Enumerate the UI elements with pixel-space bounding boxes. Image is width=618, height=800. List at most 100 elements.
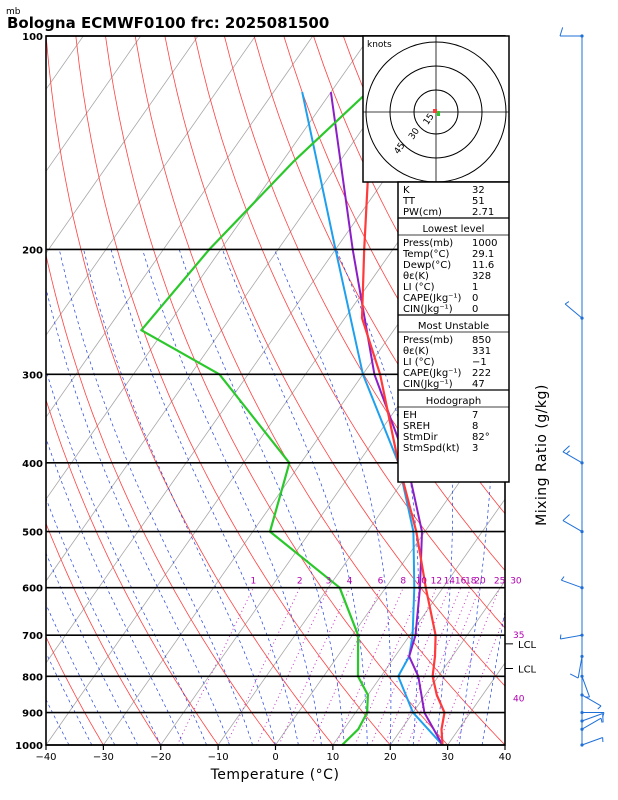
mixing-ratio-label: 2 bbox=[297, 577, 303, 587]
wind-barb-column bbox=[559, 27, 605, 747]
isotherm-line bbox=[46, 36, 371, 500]
pressure-tick-label: 1000 bbox=[15, 741, 43, 752]
x-tick-label: 0 bbox=[272, 752, 278, 763]
isotherm-line bbox=[46, 36, 142, 172]
table-label: CAPE(Jkg⁻¹) bbox=[403, 293, 461, 304]
pressure-tick-label: 700 bbox=[22, 631, 43, 642]
wind-barb-feather bbox=[560, 576, 565, 581]
wind-barb-feather bbox=[562, 514, 570, 521]
dry-adiabat-line bbox=[134, 36, 505, 745]
hodograph-trace bbox=[433, 109, 437, 113]
moist-adiabat-line bbox=[46, 286, 230, 745]
mixing-ratio-label: 12 bbox=[431, 577, 442, 587]
mixing-ratio-label: 14 bbox=[444, 577, 456, 587]
pressure-tick-label: 400 bbox=[22, 459, 43, 470]
dry-adiabat-line bbox=[46, 36, 334, 745]
wind-barb-shaft bbox=[577, 656, 583, 679]
table-section-header: Lowest level bbox=[423, 224, 485, 235]
dry-adiabat-line bbox=[194, 36, 505, 629]
table-value: 32 bbox=[472, 185, 485, 196]
mixing-ratio-line bbox=[311, 587, 382, 745]
wind-barb-feather bbox=[559, 27, 564, 37]
table-value: 51 bbox=[472, 196, 485, 207]
wind-barb-shaft bbox=[581, 676, 590, 698]
x-tick-label: −10 bbox=[208, 752, 229, 763]
moist-adiabat-line bbox=[46, 603, 116, 745]
hodograph-units-label: knots bbox=[367, 40, 392, 50]
mixing-ratio-line bbox=[176, 587, 254, 745]
dry-adiabat-line bbox=[491, 36, 505, 63]
x-axis-label: Temperature (°C) bbox=[210, 767, 340, 783]
hodograph-trace bbox=[437, 111, 440, 116]
table-label: LI (°C) bbox=[403, 282, 435, 293]
wind-barb-feather bbox=[600, 718, 603, 723]
moist-adiabat-line bbox=[46, 497, 162, 745]
mixing-ratio-label: 10 bbox=[416, 577, 428, 587]
table-value: 222 bbox=[472, 368, 491, 379]
mixing-ratio-label: 20 bbox=[474, 577, 486, 587]
moist-adiabat-line bbox=[46, 651, 93, 745]
wind-barb-feather bbox=[602, 712, 605, 718]
mixing-ratio-label: 8 bbox=[400, 577, 406, 587]
table-label: θε(K) bbox=[403, 271, 429, 282]
table-section-header: Most Unstable bbox=[418, 321, 489, 332]
wind-barb-shaft bbox=[581, 694, 602, 707]
x-tick-label: 40 bbox=[499, 752, 512, 763]
dry-adiabat-line bbox=[46, 522, 162, 745]
isotherm-line bbox=[389, 580, 505, 745]
pressure-tick-label: 600 bbox=[22, 584, 43, 595]
isotherm-line bbox=[46, 36, 199, 254]
x-tick-label: 20 bbox=[384, 752, 397, 763]
table-value: 7 bbox=[472, 410, 478, 421]
mixing-ratio-line bbox=[278, 587, 351, 745]
x-tick-label: −40 bbox=[35, 752, 56, 763]
table-value: 331 bbox=[472, 346, 491, 357]
table-value: 850 bbox=[472, 335, 491, 346]
wind-barb-feather bbox=[559, 634, 562, 640]
axis-labels: −40 −30 −20 −10 0 10 20 30 401002003004005006007… bbox=[15, 32, 536, 763]
moist-adiabat-line bbox=[178, 249, 345, 745]
table-value: 0 bbox=[472, 304, 478, 315]
table-value: 2.71 bbox=[472, 207, 494, 218]
table-value: 328 bbox=[472, 271, 491, 282]
pressure-tick-label: 200 bbox=[22, 245, 43, 256]
wind-barb-shaft bbox=[562, 451, 583, 464]
mixing-ratio-line bbox=[455, 614, 505, 745]
table-value: 1 bbox=[472, 282, 478, 293]
table-value: 3 bbox=[472, 443, 478, 454]
x-tick-label: 10 bbox=[327, 752, 340, 763]
x-tick-label: −30 bbox=[93, 752, 114, 763]
table-label: TT bbox=[402, 196, 416, 207]
isotherm-line bbox=[103, 170, 505, 745]
wind-barb-shaft bbox=[562, 520, 583, 533]
mixing-ratio-label: 3 bbox=[326, 577, 332, 587]
table-value: −1 bbox=[472, 357, 487, 368]
pressure-tick-label: 900 bbox=[22, 709, 43, 720]
pressure-tick-label: 500 bbox=[22, 528, 43, 539]
mixing-ratio-label: 16 bbox=[455, 577, 467, 587]
table-label: Press(mb) bbox=[403, 238, 453, 249]
isotherm-line bbox=[46, 36, 256, 336]
lcl-label: LCL bbox=[518, 640, 537, 651]
dry-adiabat-line bbox=[46, 253, 276, 745]
background-lines bbox=[46, 36, 618, 745]
x-tick-label: −20 bbox=[150, 752, 171, 763]
isotherm-line bbox=[562, 36, 618, 745]
mixing-ratio-line bbox=[256, 587, 329, 745]
wind-barb-shaft bbox=[581, 713, 603, 722]
dry-adiabat-line bbox=[105, 36, 448, 745]
moist-adiabat-line bbox=[481, 608, 505, 745]
wind-barb-feather bbox=[597, 705, 602, 710]
pressure-tick-label: 300 bbox=[22, 370, 43, 381]
table-label: CAPE(Jkg⁻¹) bbox=[403, 368, 461, 379]
table-value: 47 bbox=[472, 379, 485, 390]
table-label: Temp(°C) bbox=[402, 249, 450, 260]
lcl-label: LCL bbox=[518, 664, 537, 675]
pressure-tick-label: 100 bbox=[22, 32, 43, 43]
moist-adiabat-line bbox=[46, 698, 70, 745]
dry-adiabat-line bbox=[253, 36, 505, 515]
table-value: 29.1 bbox=[472, 249, 494, 260]
dry-adiabat-line bbox=[75, 36, 391, 745]
